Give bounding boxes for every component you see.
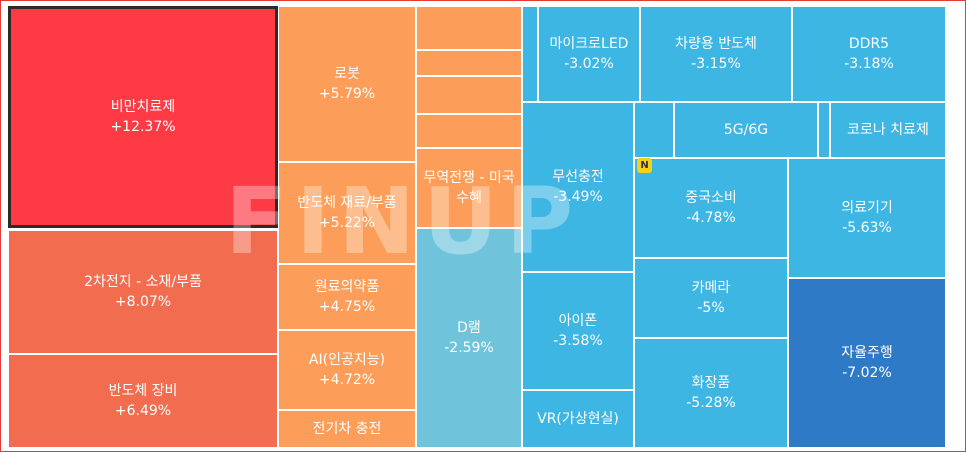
tile-name: 화장품	[691, 374, 731, 391]
tile-name: 반도체 장비	[108, 382, 178, 399]
tile-change: +5.22%	[318, 215, 376, 231]
tile-change: -4.78%	[686, 210, 736, 226]
treemap-tile[interactable]: 화장품 -5.28%	[634, 338, 788, 448]
tile-change: -3.15%	[691, 56, 741, 72]
treemap-tile[interactable]: 아이폰 -3.58%	[522, 272, 634, 390]
treemap-tile[interactable]	[416, 76, 522, 114]
tile-change: -5.63%	[842, 220, 892, 236]
tile-name: VR(가상현실)	[537, 410, 619, 427]
treemap-tile[interactable]	[416, 50, 522, 76]
treemap-tile[interactable]: 의료기기 -5.63%	[788, 158, 946, 278]
treemap-tile[interactable]: 반도체 재료/부품 +5.22%	[278, 162, 416, 264]
treemap-tile[interactable]: VR(가상현실)	[522, 390, 634, 448]
treemap-tile[interactable]	[416, 114, 522, 148]
treemap-tile[interactable]: 비만치료제 +12.37%	[8, 6, 278, 228]
tile-change: -7.02%	[842, 365, 892, 381]
tile-name: 자율주행	[841, 344, 893, 361]
tile-change: +12.37%	[110, 119, 176, 135]
tile-change: +5.79%	[318, 86, 376, 102]
treemap-tile[interactable]	[634, 102, 674, 158]
tile-change: -3.02%	[564, 56, 614, 72]
tile-name: DDR5	[848, 35, 890, 52]
tile-name: 5G/6G	[723, 121, 769, 138]
treemap-tile[interactable]: DDR5 -3.18%	[792, 6, 946, 102]
treemap-tile[interactable]: 전기차 충전	[278, 410, 416, 448]
tile-change: +4.75%	[318, 299, 376, 315]
tile-name: AI(인공지능)	[308, 351, 386, 368]
treemap-tile[interactable]: 2차전지 - 소재/부품 +8.07%	[8, 230, 278, 354]
new-badge: N	[637, 158, 652, 173]
tile-name: 코로나 치료제	[847, 121, 929, 138]
tile-name: 2차전지 - 소재/부품	[84, 273, 202, 290]
tile-name: 중국소비	[685, 189, 737, 206]
tile-name: 마이크로LED	[549, 35, 629, 52]
tile-name: 의료기기	[841, 199, 893, 216]
treemap-tile[interactable]: 차량용 반도체 -3.15%	[640, 6, 792, 102]
tile-change: +8.07%	[114, 294, 172, 310]
treemap-tile[interactable]: 마이크로LED -3.02%	[538, 6, 640, 102]
treemap-tile[interactable]: D램 -2.59%	[416, 228, 522, 448]
treemap-tile[interactable]: AI(인공지능) +4.72%	[278, 330, 416, 410]
tile-change: +6.49%	[114, 403, 172, 419]
tile-name: D램	[457, 319, 481, 336]
tile-change: -3.18%	[844, 56, 894, 72]
treemap-tile[interactable]: 무역전쟁 - 미국수혜	[416, 148, 522, 228]
tile-change: -5.28%	[686, 395, 736, 411]
treemap-tile[interactable]	[416, 6, 522, 50]
tile-change: +4.72%	[318, 372, 376, 388]
treemap-tile[interactable]: 코로나 치료제	[830, 102, 946, 158]
tile-name: 차량용 반도체	[675, 35, 757, 52]
tile-name: 원료의약품	[314, 278, 380, 295]
tile-name: 무선충전	[552, 168, 604, 185]
tile-name: 비만치료제	[110, 98, 176, 115]
treemap-tile[interactable]: 5G/6G	[674, 102, 818, 158]
treemap-tile[interactable]	[522, 6, 538, 102]
tile-change: -5%	[697, 300, 725, 316]
tile-change: -3.58%	[553, 333, 603, 349]
treemap-tile[interactable]: 카메라 -5%	[634, 258, 788, 338]
tile-name: 카메라	[691, 279, 731, 296]
treemap-tile[interactable]	[818, 102, 830, 158]
tile-name: 반도체 재료/부품	[297, 194, 397, 211]
treemap-tile[interactable]: 반도체 장비 +6.49%	[8, 354, 278, 448]
treemap-tile[interactable]: 무선충전 -3.49%	[522, 102, 634, 272]
treemap-tile[interactable]: 중국소비 -4.78%	[634, 158, 788, 258]
tile-name: 로봇	[334, 65, 360, 82]
treemap-tile[interactable]: 원료의약품 +4.75%	[278, 264, 416, 330]
treemap-tile[interactable]: 로봇 +5.79%	[278, 6, 416, 162]
tile-name: 무역전쟁 - 미국수혜	[423, 169, 515, 206]
treemap-tile[interactable]: 자율주행 -7.02%	[788, 278, 946, 448]
tile-change: -3.49%	[553, 189, 603, 205]
tile-name: 전기차 충전	[312, 420, 382, 437]
tile-name: 아이폰	[558, 312, 598, 329]
tile-change: -2.59%	[444, 340, 494, 356]
